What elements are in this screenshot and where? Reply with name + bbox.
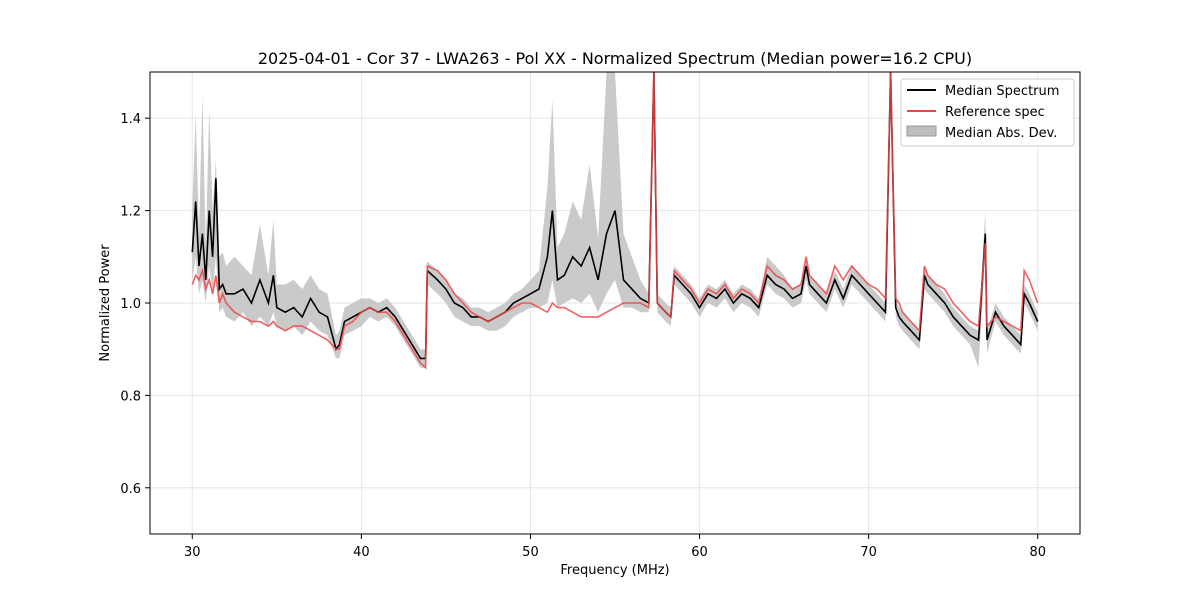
x-tick-label: 50 (522, 545, 539, 560)
x-axis-ticks: 30 40 50 60 70 80 (184, 534, 1046, 560)
legend-mad-swatch (906, 125, 937, 137)
legend-reference-label: Reference spec (945, 105, 1045, 120)
x-axis-label: Frequency (MHz) (560, 563, 669, 578)
legend-median-label: Median Spectrum (945, 84, 1059, 99)
y-axis-ticks: 0.6 0.8 1.0 1.2 1.4 (120, 112, 150, 497)
median-spectrum-line (191, 72, 1039, 360)
x-tick-label: 40 (353, 545, 370, 560)
y-tick-label: 0.6 (120, 482, 141, 497)
x-tick-label: 60 (691, 545, 708, 560)
x-tick-label: 80 (1029, 545, 1046, 560)
y-tick-label: 1.0 (120, 297, 141, 312)
legend-mad-label: Median Abs. Dev. (945, 126, 1057, 141)
legend: Median Spectrum Reference spec Median Ab… (900, 78, 1075, 147)
reference-spec-line (191, 72, 1039, 370)
y-tick-label: 1.2 (120, 205, 141, 220)
x-tick-label: 30 (184, 545, 201, 560)
legend-box (900, 78, 1075, 147)
chart-title: 2025-04-01 - Cor 37 - LWA263 - Pol XX - … (258, 49, 972, 68)
x-tick-label: 70 (860, 545, 877, 560)
y-tick-label: 1.4 (120, 112, 141, 127)
y-axis-label: Normalized Power (98, 244, 113, 362)
y-tick-label: 0.8 (120, 389, 141, 404)
